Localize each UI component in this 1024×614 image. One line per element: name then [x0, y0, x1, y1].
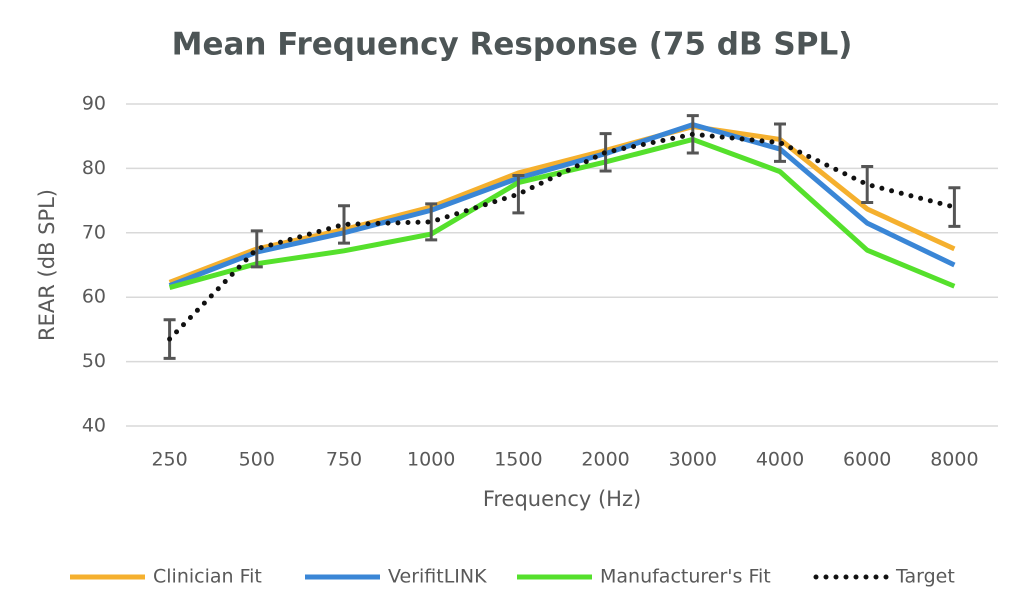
error-bar: [512, 173, 525, 215]
y-tick-label: 80: [82, 157, 106, 179]
y-tick-label: 40: [82, 415, 106, 437]
series-line: [168, 136, 956, 290]
legend-label: Target: [895, 566, 955, 588]
y-tick-label: 50: [82, 350, 106, 372]
error-bar: [425, 202, 438, 242]
x-tick-label: 1500: [494, 449, 542, 471]
x-tick-label: 6000: [843, 449, 891, 471]
x-tick-label: 250: [151, 449, 187, 471]
series-line: [167, 131, 957, 342]
x-tick-label: 2000: [581, 449, 629, 471]
legend-label: Clinician Fit: [153, 566, 262, 588]
x-tick-label: 1000: [407, 449, 455, 471]
y-tick-label: 60: [82, 286, 106, 308]
legend-label: Manufacturer's Fit: [600, 566, 771, 588]
error-bar: [861, 164, 874, 205]
y-axis-label: REAR (dB SPL): [35, 189, 59, 341]
y-tick-label: 90: [82, 93, 106, 115]
x-tick-label: 500: [239, 449, 275, 471]
x-axis-label: Frequency (Hz): [483, 487, 641, 511]
chart-title: Mean Frequency Response (75 dB SPL): [172, 27, 853, 63]
x-tick-label: 8000: [930, 449, 978, 471]
error-bar: [338, 204, 350, 245]
series-line: [168, 122, 956, 288]
x-tick-label: 4000: [756, 449, 804, 471]
error-bar: [250, 229, 263, 269]
y-tick-label: 70: [82, 221, 106, 243]
x-tick-label: 750: [326, 449, 362, 471]
error-bar: [948, 186, 961, 228]
x-tick-label: 3000: [669, 449, 717, 471]
legend-label: VerifitLINK: [388, 566, 487, 588]
